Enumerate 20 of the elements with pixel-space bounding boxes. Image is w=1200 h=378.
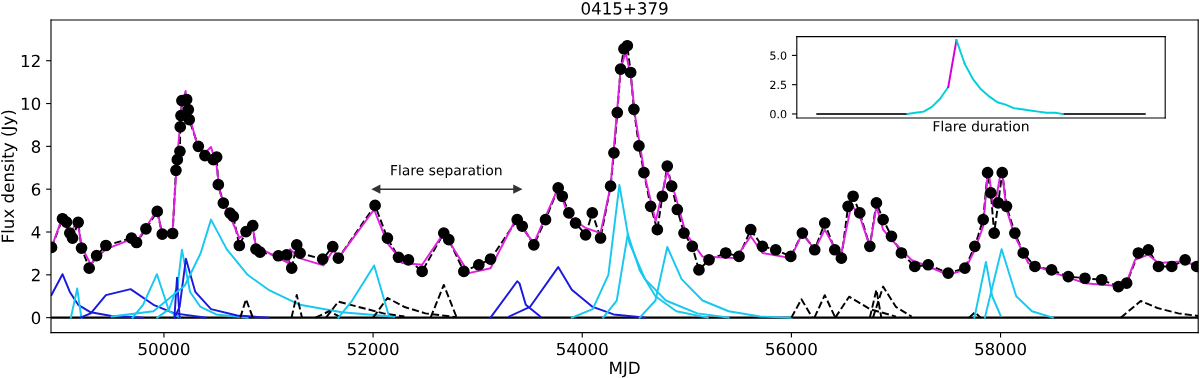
x-tick-label: 54000 <box>557 342 608 356</box>
x-tick-label: 56000 <box>766 342 817 356</box>
y-tick-label: 10 <box>21 97 41 111</box>
y-tick-label: 4 <box>31 226 41 239</box>
y-axis-title: Flux density (Jy) <box>1 110 18 242</box>
x-axis-title: MJD <box>610 361 640 378</box>
x-axis-title: Flare duration <box>933 120 1029 132</box>
x-tick-label: 52000 <box>347 342 399 356</box>
x-tick-label: 50000 <box>138 342 190 356</box>
y-tick-label: 2.5 <box>770 80 787 90</box>
y-tick-label: 12 <box>21 54 40 68</box>
x-tick-label: 58000 <box>975 342 1026 356</box>
y-tick-label: 0.0 <box>770 109 787 119</box>
y-tick-label: 5.0 <box>770 51 787 60</box>
y-tick-label: 6 <box>31 183 41 196</box>
y-tick-label: 8 <box>31 140 41 153</box>
y-tick-label: 0 <box>31 311 41 325</box>
y-tick-label: 2 <box>31 268 40 282</box>
chart-title: 0415+379 <box>581 2 668 15</box>
annotation: Flare separation <box>391 164 502 179</box>
